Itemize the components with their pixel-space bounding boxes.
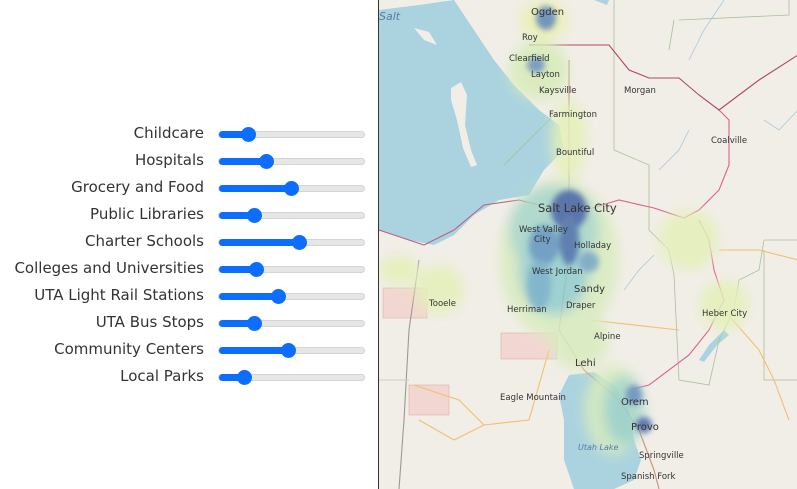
- svg-text:Eagle Mountain: Eagle Mountain: [500, 393, 566, 403]
- svg-text:Springville: Springville: [639, 451, 684, 461]
- svg-text:Lehi: Lehi: [575, 358, 596, 369]
- weight-slider[interactable]: [218, 266, 365, 273]
- slider-label: Hospitals: [134, 151, 204, 169]
- slider-row: Hospitals: [0, 148, 378, 175]
- slider-label: UTA Light Rail Stations: [34, 286, 204, 304]
- slider-label: Grocery and Food: [71, 178, 204, 196]
- slider-fill: [219, 293, 282, 300]
- svg-text:Salt: Salt: [379, 10, 401, 23]
- svg-text:Holladay: Holladay: [574, 241, 611, 251]
- weight-slider[interactable]: [218, 374, 365, 381]
- slider-fill: [219, 131, 252, 138]
- map-canvas[interactable]: Salt Ogden Roy Clearfield Layton Kaysvil…: [379, 0, 797, 489]
- svg-text:Alpine: Alpine: [594, 332, 621, 342]
- svg-text:Roy: Roy: [522, 33, 538, 43]
- slider-row: Community Centers: [0, 337, 378, 364]
- slider-row: Charter Schools: [0, 229, 378, 256]
- weight-slider[interactable]: [218, 320, 365, 327]
- slider-row: Local Parks: [0, 364, 378, 391]
- slider-label: Local Parks: [120, 367, 204, 385]
- svg-text:Utah Lake: Utah Lake: [578, 443, 619, 452]
- slider-row: Public Libraries: [0, 202, 378, 229]
- svg-text:City: City: [534, 235, 551, 245]
- svg-text:West Jordan: West Jordan: [532, 267, 583, 277]
- weight-slider[interactable]: [218, 158, 365, 165]
- slider-thumb[interactable]: [270, 289, 286, 304]
- slider-thumb[interactable]: [291, 235, 307, 250]
- slider-label: Charter Schools: [85, 232, 204, 250]
- slider-thumb[interactable]: [246, 208, 262, 223]
- slider-row: UTA Light Rail Stations: [0, 283, 378, 310]
- svg-text:West Valley: West Valley: [519, 225, 568, 235]
- svg-text:Kaysville: Kaysville: [539, 86, 576, 96]
- slider-fill: [219, 212, 258, 219]
- slider-row: UTA Bus Stops: [0, 310, 378, 337]
- great-salt-lake: [379, 0, 564, 245]
- slider-thumb[interactable]: [284, 181, 299, 196]
- weight-slider[interactable]: [218, 239, 365, 246]
- slider-fill: [219, 185, 295, 192]
- slider-fill: [219, 239, 303, 246]
- slider-thumb[interactable]: [249, 262, 265, 277]
- svg-text:Draper: Draper: [566, 301, 596, 311]
- slider-label: Public Libraries: [90, 205, 204, 223]
- slider-fill: [219, 266, 260, 273]
- svg-text:Spanish Fork: Spanish Fork: [621, 472, 676, 482]
- antelope-island: [451, 82, 477, 167]
- weight-slider[interactable]: [218, 131, 365, 138]
- svg-text:Farmington: Farmington: [549, 110, 597, 120]
- slider-label: Colleges and Universities: [14, 259, 204, 277]
- weight-slider[interactable]: [218, 212, 365, 219]
- slider-fill: [219, 374, 248, 381]
- svg-text:Sandy: Sandy: [574, 284, 605, 295]
- map-labels: Salt Ogden Roy Clearfield Layton Kaysvil…: [379, 7, 747, 482]
- svg-text:Provo: Provo: [631, 422, 659, 433]
- slider-fill: [219, 158, 270, 165]
- svg-text:Morgan: Morgan: [624, 86, 656, 96]
- slider-fill: [219, 347, 292, 354]
- slider-thumb[interactable]: [241, 127, 257, 142]
- heatmap-layer: [379, 0, 749, 455]
- slider-label: Community Centers: [54, 340, 204, 358]
- svg-text:Coalville: Coalville: [711, 136, 747, 146]
- slider-row: Childcare: [0, 121, 378, 148]
- svg-text:Clearfield: Clearfield: [509, 54, 550, 64]
- slider-thumb[interactable]: [281, 343, 297, 358]
- svg-text:Tooele: Tooele: [428, 299, 456, 309]
- slider-thumb[interactable]: [237, 370, 253, 385]
- slider-thumb[interactable]: [246, 316, 262, 331]
- slider-label: UTA Bus Stops: [95, 313, 204, 331]
- svg-text:Layton: Layton: [531, 70, 560, 80]
- slider-label: Childcare: [133, 124, 204, 142]
- slider-row: Colleges and Universities: [0, 256, 378, 283]
- svg-text:Bountiful: Bountiful: [556, 148, 594, 158]
- svg-text:Herriman: Herriman: [507, 305, 547, 315]
- svg-text:Heber City: Heber City: [702, 309, 747, 319]
- slider-fill: [219, 320, 258, 327]
- filter-panel: Childcare Hospitals Grocery and Food Public…: [0, 0, 378, 489]
- svg-text:Orem: Orem: [621, 397, 649, 408]
- slider-row: Grocery and Food: [0, 175, 378, 202]
- slider-thumb[interactable]: [258, 154, 274, 169]
- svg-text:Ogden: Ogden: [531, 7, 564, 18]
- weight-slider[interactable]: [218, 293, 365, 300]
- heatmap-map[interactable]: Salt Ogden Roy Clearfield Layton Kaysvil…: [378, 0, 797, 489]
- svg-text:Salt Lake City: Salt Lake City: [538, 201, 617, 215]
